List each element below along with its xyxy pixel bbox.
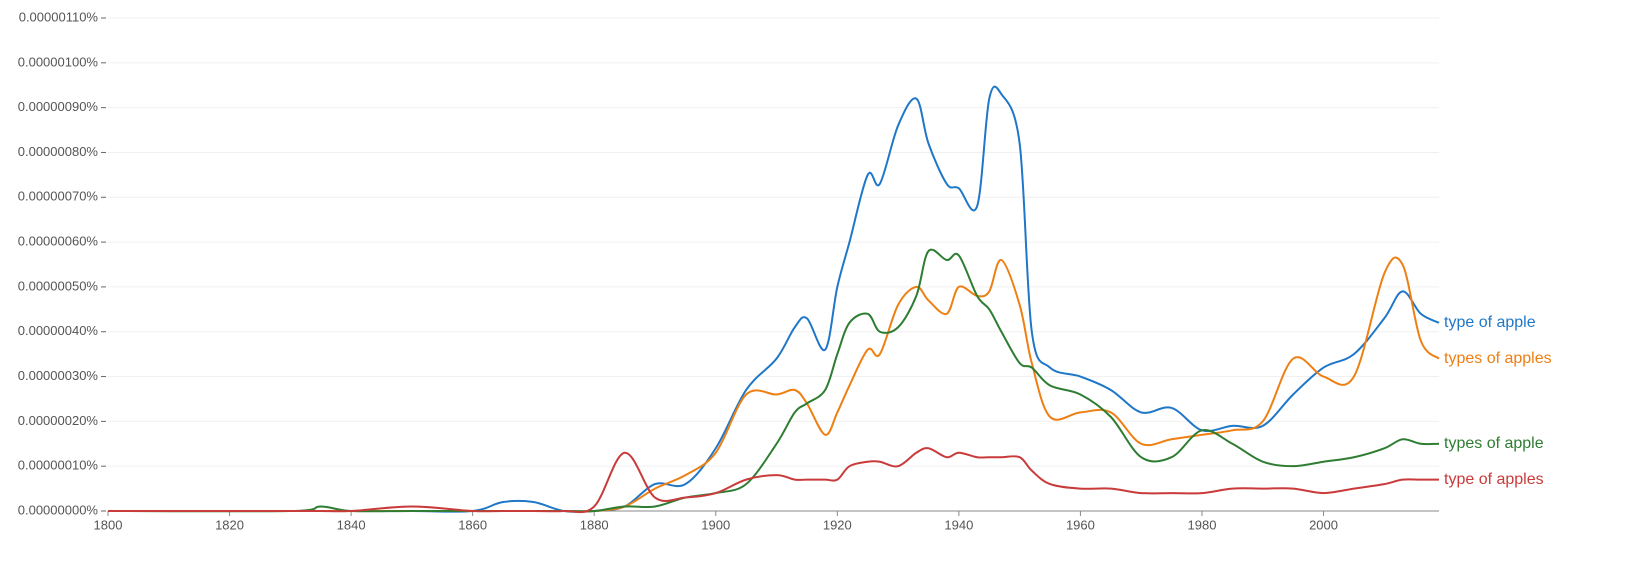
y-tick-label: 0.00000080% bbox=[18, 144, 99, 159]
y-tick-label: 0.00000040% bbox=[18, 323, 99, 338]
legend-label: type of apple bbox=[1444, 314, 1536, 331]
x-tick-label: 1940 bbox=[944, 517, 973, 532]
y-tick-label: 0.00000090% bbox=[18, 99, 99, 114]
y-tick-label: 0.00000010% bbox=[18, 458, 99, 473]
y-tick-label: 0.00000110% bbox=[19, 9, 99, 24]
x-tick-label: 1800 bbox=[94, 517, 123, 532]
y-tick-label: 0.00000000% bbox=[18, 502, 99, 517]
x-tick-label: 1980 bbox=[1188, 517, 1217, 532]
series-line bbox=[108, 256, 1440, 513]
y-tick-label: 0.00000060% bbox=[18, 234, 99, 249]
legend-label: type of apples bbox=[1444, 471, 1544, 488]
x-tick-label: 2000 bbox=[1309, 517, 1338, 532]
y-tick-label: 0.00000070% bbox=[18, 189, 99, 204]
x-tick-label: 1900 bbox=[701, 517, 730, 532]
x-tick-label: 1920 bbox=[823, 517, 852, 532]
x-tick-label: 1820 bbox=[215, 517, 244, 532]
series-line bbox=[108, 447, 1439, 514]
series-line bbox=[108, 85, 1440, 513]
x-tick-label: 1960 bbox=[1066, 517, 1095, 532]
y-tick-label: 0.00000020% bbox=[18, 413, 99, 428]
x-tick-label: 1840 bbox=[337, 517, 366, 532]
y-tick-label: 0.00000100% bbox=[18, 54, 99, 69]
series-line bbox=[107, 248, 1440, 513]
x-tick-label: 1880 bbox=[580, 517, 609, 532]
y-tick-label: 0.00000030% bbox=[18, 368, 99, 383]
legend-label: types of apple bbox=[1444, 435, 1544, 452]
x-tick-label: 1860 bbox=[458, 517, 487, 532]
y-tick-label: 0.00000050% bbox=[18, 278, 99, 293]
legend-label: types of apples bbox=[1444, 350, 1552, 367]
